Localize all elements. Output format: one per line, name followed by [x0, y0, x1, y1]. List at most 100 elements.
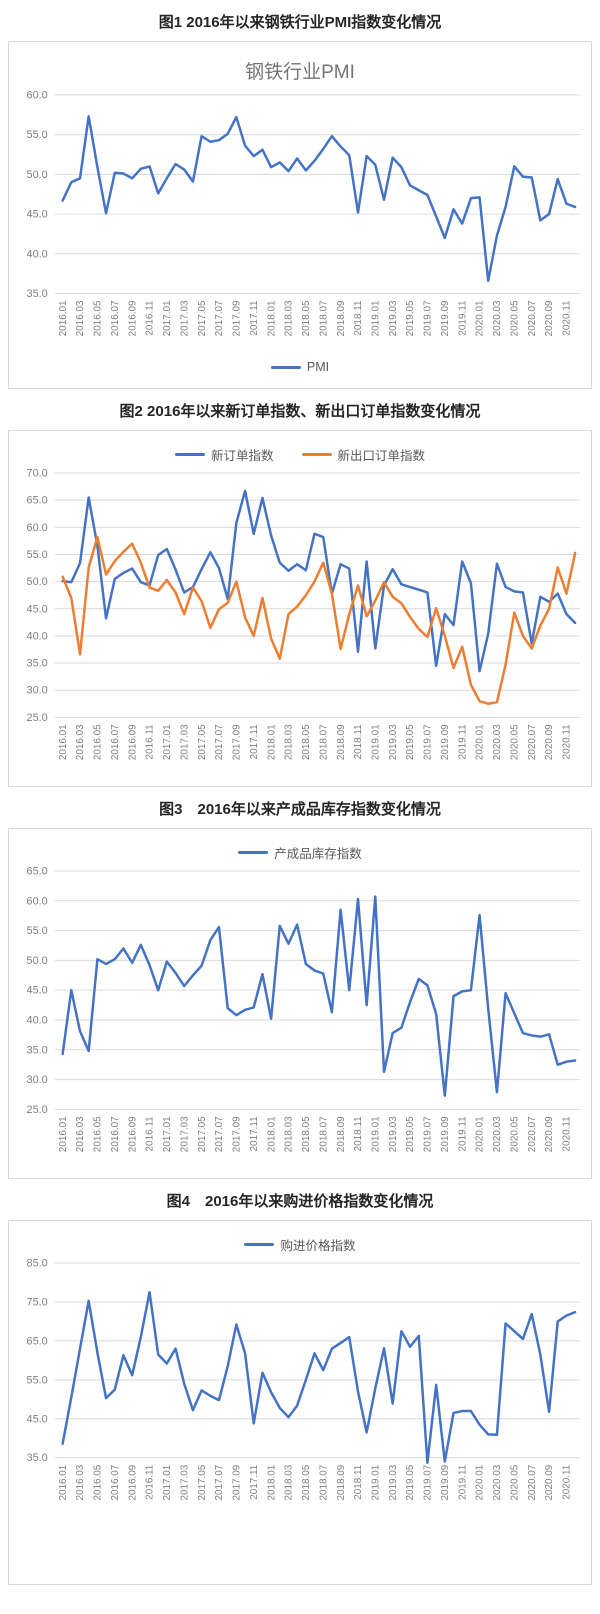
x-tick-label: 2019.09 [440, 1464, 451, 1500]
y-tick-label: 40.0 [27, 248, 48, 260]
y-tick-label: 45.0 [27, 985, 48, 997]
chart-2-legend: 新订单指数 新出口订单指数 [11, 445, 589, 464]
legend-line-swatch [244, 1243, 275, 1246]
legend-label: PMI [306, 360, 330, 374]
figure-4: 图4 2016年以来购进价格指数变化情况 购进价格指数 35.0 45.0 55.0… [0, 1192, 600, 1585]
y-tick-label: 25.0 [27, 1104, 48, 1116]
x-tick-label: 2016.01 [58, 724, 69, 760]
x-tick-label: 2016.05 [93, 1116, 104, 1152]
legend-line-swatch [174, 453, 205, 456]
x-tick-label: 2018.11 [353, 1464, 364, 1500]
x-tick-label: 2016.05 [93, 1464, 104, 1500]
x-tick-label: 2020.11 [562, 1116, 573, 1152]
x-tick-label: 2019.03 [388, 300, 399, 336]
y-tick-label: 40.0 [27, 630, 48, 642]
x-tick-label: 2020.03 [492, 1464, 503, 1500]
chart-2-box: 新订单指数 新出口订单指数 25.0 30.0 35.0 40.0 45.0 50.0 55.… [8, 430, 592, 787]
x-tick-label: 2016.11 [145, 1464, 156, 1500]
x-tick-label: 2018.03 [284, 300, 295, 336]
figure-3: 图3 2016年以来产成品库存指数变化情况 产成品库存指数 25.0 30.0 35… [0, 800, 600, 1179]
x-tick-label: 2020.07 [527, 300, 538, 336]
x-tick-label: 2018.11 [353, 1116, 364, 1152]
chart-1-legend: PMI [11, 360, 589, 374]
x-tick-label: 2017.09 [232, 300, 243, 336]
y-tick-label: 55.0 [27, 549, 48, 561]
chart-4-box: 购进价格指数 35.0 45.0 55.0 65.0 75.0 85.0 2016.01 20… [8, 1220, 592, 1585]
x-tick-label: 2019.07 [423, 1464, 434, 1500]
legend-line-swatch [301, 453, 332, 456]
x-tick-label: 2016.03 [75, 724, 86, 760]
x-tick-label: 2020.09 [544, 724, 555, 760]
x-tick-label: 2018.07 [318, 724, 329, 760]
x-tick-label: 2020.11 [562, 724, 573, 760]
legend-line-swatch [270, 365, 301, 369]
y-tick-label: 60.0 [27, 522, 48, 534]
chart-3-plot-area: 25.0 30.0 35.0 40.0 45.0 50.0 55.0 60.0 65.0 2016… [27, 866, 581, 1152]
x-tick-label: 2016.05 [93, 300, 104, 336]
x-tick-label: 2016.03 [75, 300, 86, 336]
chart-4-legend: 购进价格指数 [11, 1235, 589, 1254]
x-tick-label: 2017.07 [214, 724, 225, 760]
x-tick-label: 2018.05 [301, 300, 312, 336]
x-tick-label: 2017.03 [179, 1464, 190, 1500]
y-tick-label: 35.0 [27, 1452, 48, 1464]
x-tick-label: 2020.11 [562, 300, 573, 336]
x-tick-label: 2020.05 [509, 1464, 520, 1500]
y-tick-label: 50.0 [27, 169, 48, 181]
x-tick-label: 2020.05 [509, 300, 520, 336]
figure-2-heading: 图2 2016年以来新订单指数、新出口订单指数变化情况 [119, 403, 481, 420]
x-tick-label: 2017.05 [197, 724, 208, 760]
x-tick-label: 2017.11 [249, 724, 260, 760]
y-tick-label: 50.0 [27, 576, 48, 588]
x-tick-label: 2018.01 [266, 300, 277, 336]
x-tick-label: 2016.09 [127, 1116, 138, 1152]
x-tick-label: 2019.01 [371, 300, 382, 336]
chart-1-plot-area: 35.0 40.0 45.0 50.0 55.0 60.0 2016.01 2016.03 20… [27, 89, 581, 336]
x-tick-label: 2019.09 [440, 1116, 451, 1152]
series-line-新订单指数 [61, 489, 577, 673]
x-tick-label: 2016.01 [58, 1464, 69, 1500]
figure-4-heading: 图4 2016年以来购进价格指数变化情况 [166, 1193, 434, 1210]
x-tick-label: 2019.05 [405, 1464, 416, 1500]
x-tick-label: 2017.07 [214, 300, 225, 336]
x-tick-label: 2020.07 [527, 1464, 538, 1500]
y-tick-label: 85.0 [27, 1258, 48, 1270]
x-tick-label: 2018.11 [353, 300, 364, 336]
x-tick-label: 2018.03 [284, 724, 295, 760]
x-tick-label: 2018.05 [301, 724, 312, 760]
x-tick-label: 2016.11 [145, 724, 156, 760]
x-tick-label: 2016.01 [58, 1116, 69, 1152]
chart-1-inner-title: 钢铁行业PMI [245, 62, 355, 83]
x-tick-label: 2018.09 [336, 1464, 347, 1500]
x-tick-label: 2016.07 [110, 1116, 121, 1152]
x-tick-label: 2019.07 [423, 300, 434, 336]
x-tick-label: 2020.05 [509, 724, 520, 760]
y-tick-label: 30.0 [27, 1074, 48, 1086]
legend-line-swatch [238, 851, 269, 854]
legend-label: 产成品库存指数 [274, 847, 362, 861]
x-tick-label: 2020.01 [475, 724, 486, 760]
y-tick-label: 35.0 [27, 1044, 48, 1056]
legend-item-PMI: PMI [270, 360, 330, 374]
y-tick-label: 65.0 [27, 866, 48, 878]
chart-2-plot-area: 25.0 30.0 35.0 40.0 45.0 50.0 55.0 60.0 65.0 70.0… [27, 468, 581, 760]
legend-label: 新出口订单指数 [337, 449, 426, 463]
x-tick-label: 2016.01 [58, 300, 69, 336]
x-tick-label: 2019.01 [371, 1464, 382, 1500]
x-tick-label: 2018.07 [318, 1464, 329, 1500]
x-tick-label: 2017.03 [179, 724, 190, 760]
x-tick-label: 2020.01 [475, 1116, 486, 1152]
chart-1-box: 钢铁行业PMI 35.0 40.0 45.0 50.0 55.0 60.0 2016.01 2… [8, 41, 592, 389]
x-tick-label: 2017.09 [232, 724, 243, 760]
x-tick-label: 2018.09 [336, 300, 347, 336]
x-tick-label: 2016.05 [93, 724, 104, 760]
x-tick-label: 2019.03 [388, 1464, 399, 1500]
x-tick-label: 2020.01 [475, 300, 486, 336]
x-tick-label: 2018.03 [284, 1116, 295, 1152]
x-tick-label: 2017.09 [232, 1464, 243, 1500]
x-tick-label: 2018.01 [266, 724, 277, 760]
x-tick-label: 2018.01 [266, 1116, 277, 1152]
y-tick-label: 55.0 [27, 925, 48, 937]
y-tick-label: 35.0 [27, 658, 48, 670]
x-tick-label: 2020.01 [475, 1464, 486, 1500]
